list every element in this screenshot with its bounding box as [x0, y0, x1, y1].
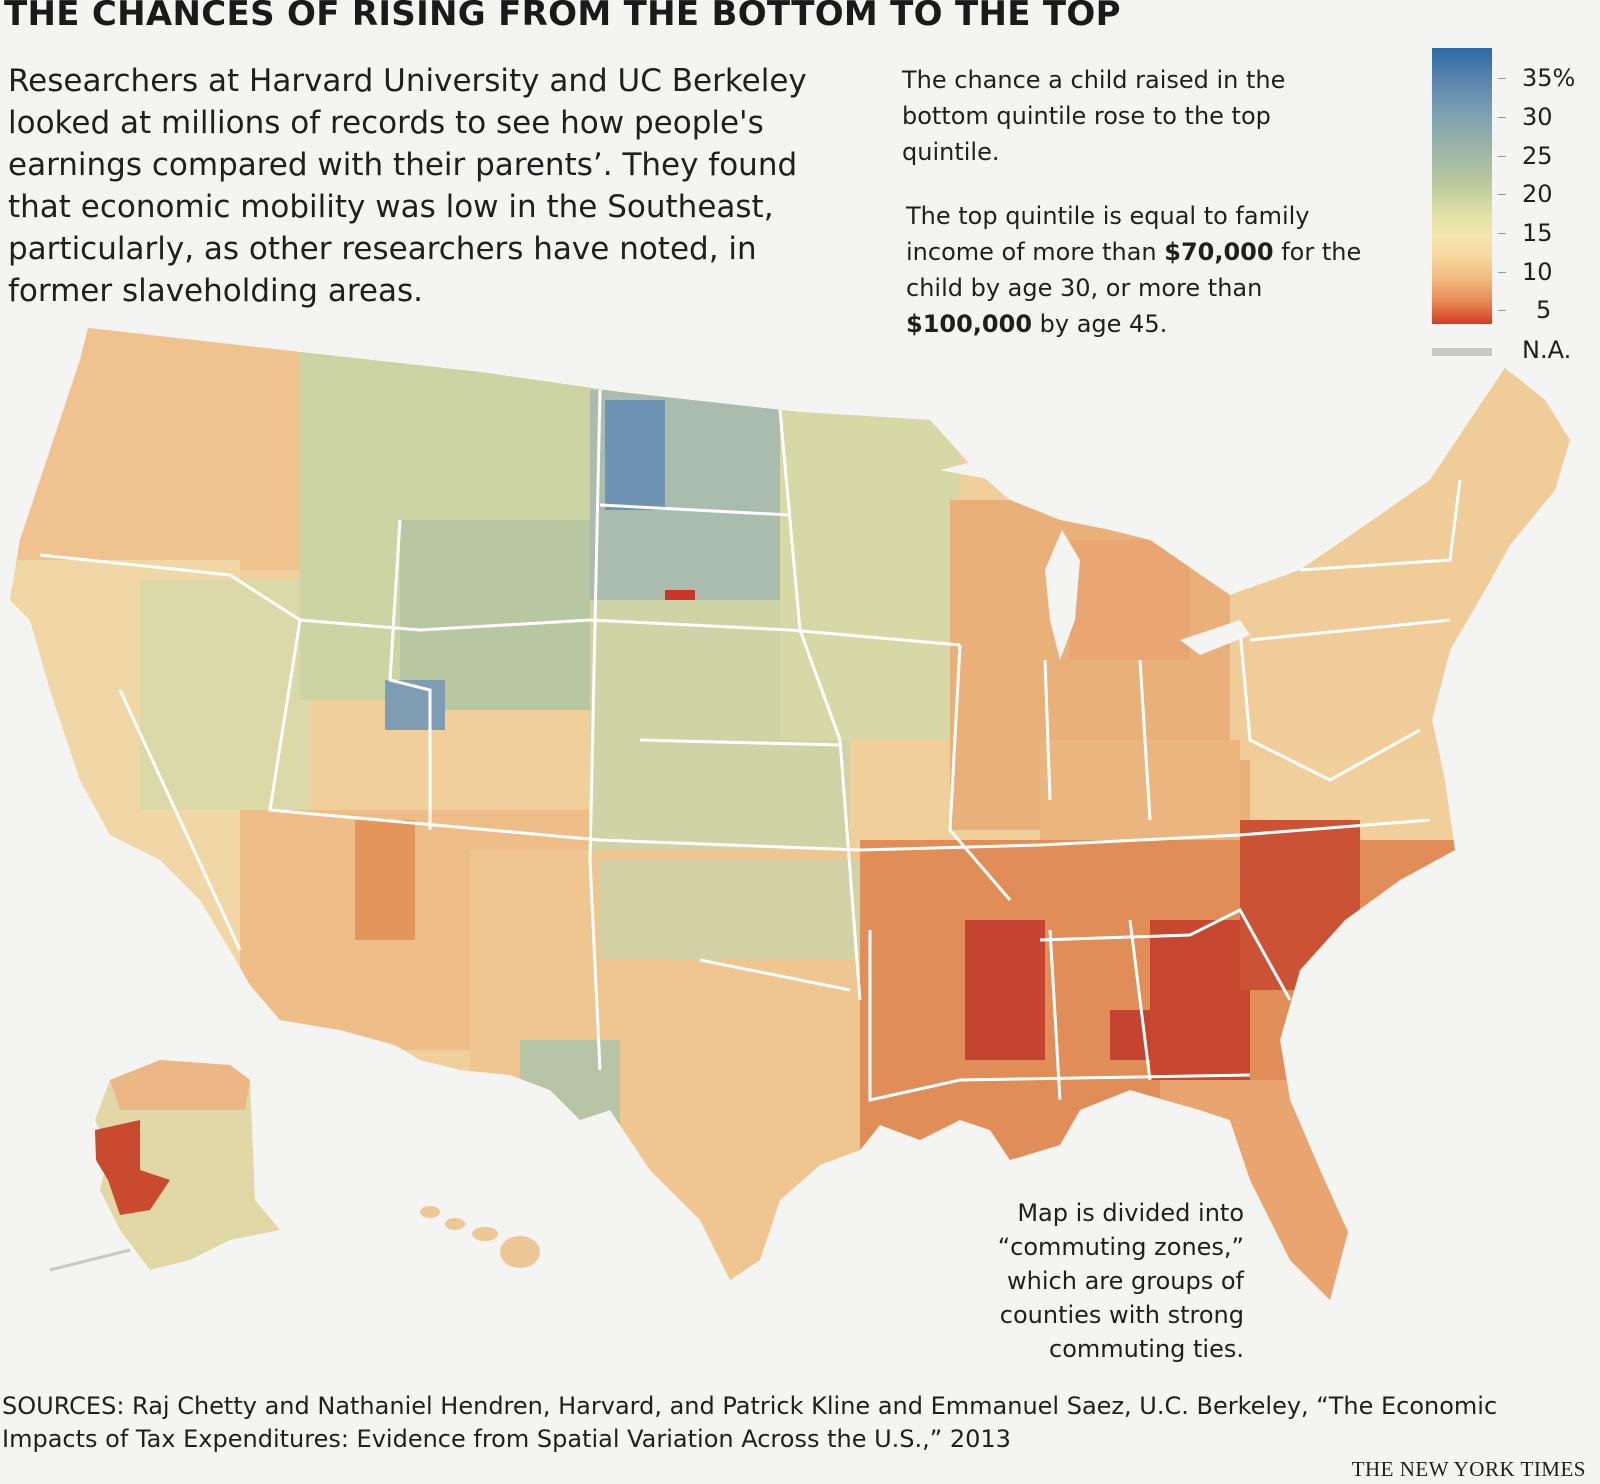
hawaii-island-big-island: [500, 1236, 540, 1268]
page-title: THE CHANCES OF RISING FROM THE BOTTOM TO…: [4, 0, 1121, 34]
region-utah-high: [385, 680, 445, 730]
legend-tick: [1498, 194, 1506, 195]
note-quintile-amount-30: $70,000: [1164, 238, 1274, 266]
lake-superior: [940, 455, 1060, 485]
region-north-dakota-high: [605, 400, 665, 510]
hawaii-island-oahu: [445, 1218, 465, 1230]
border-south-2: [1128, 919, 1152, 1081]
hawaii-island-maui: [472, 1227, 498, 1241]
region-mississippi-delta: [965, 920, 1045, 1060]
legend-label-10: 10: [1522, 258, 1553, 286]
region-appalachia: [1040, 740, 1240, 840]
legend-tick: [1498, 156, 1506, 157]
region-navajo: [355, 820, 415, 940]
region-georgia: [1150, 920, 1250, 1080]
border-gulf: [868, 930, 1251, 1102]
legend-tick: [1498, 78, 1506, 79]
border-appalachia: [1238, 629, 1421, 782]
note-quintile-before: The top quintile is equal to family inco…: [906, 202, 1310, 266]
legend-label-na: N.A.: [1522, 336, 1572, 364]
alaska-north: [110, 1060, 250, 1110]
region-great-basin: [140, 580, 310, 810]
border-west-2: [118, 689, 242, 951]
legend-tick: [1498, 233, 1506, 234]
region-pacific-northwest: [10, 328, 310, 570]
border-west-1: [39, 553, 961, 647]
border-midwest-1: [948, 644, 1012, 901]
border-midwest-3: [1138, 659, 1152, 821]
lake-michigan: [1045, 530, 1080, 660]
legend-tick: [1498, 272, 1506, 273]
note-quintile-middle: for the child by age 30, or more than: [906, 238, 1362, 302]
lake-erie: [1180, 620, 1250, 655]
border-west-3: [268, 619, 1431, 852]
region-oklahoma: [600, 860, 860, 960]
legend-tick: [1498, 310, 1506, 311]
legend-label-15: 15: [1522, 219, 1553, 247]
region-northeast: [1230, 360, 1570, 760]
color-legend: 35% 30 25 20 15 10 5 N.A.: [1432, 44, 1592, 364]
alaska-low-mobility: [95, 1120, 170, 1215]
hawaii: [420, 1206, 540, 1268]
border-lower-northeast: [1249, 618, 1451, 642]
note-quintile-after: by age 45.: [1032, 310, 1168, 338]
border-northeast: [1299, 479, 1462, 572]
hawaii-island-kauai: [420, 1206, 440, 1218]
legend-label-20: 20: [1522, 180, 1553, 208]
border-texas: [699, 958, 851, 992]
note-chance: The chance a child raised in the bottom …: [902, 66, 1286, 166]
note-quintile-amount-45: $100,000: [906, 310, 1033, 338]
state-borders: [39, 389, 1462, 1102]
border-rockies-2: [588, 389, 602, 1071]
border-south-3: [1039, 908, 1292, 1001]
legend-label-25: 25: [1522, 142, 1553, 170]
sources-text: SOURCES: Raj Chetty and Nathaniel Hendre…: [2, 1392, 1498, 1453]
aleutian-islands: [49, 1248, 131, 1272]
alaska: [95, 1060, 280, 1270]
legend-na-swatch: [1432, 348, 1492, 356]
note-commuting-zones: Map is divided into “commuting zones,” w…: [997, 1199, 1244, 1363]
region-carolinas: [1240, 820, 1360, 990]
border-south-1: [1048, 929, 1062, 1101]
border-plains-2: [639, 738, 841, 747]
legend-label-35: 35%: [1522, 64, 1576, 92]
border-plains-3: [778, 409, 862, 1001]
legend-label-5: 5: [1536, 296, 1552, 324]
legend-tick: [1498, 117, 1506, 118]
region-wyoming-core: [400, 520, 600, 710]
credit-nyt: THE NEW YORK TIMES: [1351, 1457, 1586, 1481]
border-midwest-2: [1043, 659, 1052, 801]
region-michigan: [1070, 540, 1190, 660]
legend-color-bar: [1432, 48, 1492, 324]
region-upper-midwest: [780, 410, 960, 740]
legend-label-30: 30: [1522, 103, 1553, 131]
border-rockies-1: [388, 519, 432, 830]
note-quintile: The top quintile is equal to family inco…: [906, 198, 1366, 342]
intro-text: Researchers at Harvard University and UC…: [8, 63, 807, 309]
region-west-texas: [520, 1040, 620, 1160]
border-plains-1: [599, 503, 791, 517]
